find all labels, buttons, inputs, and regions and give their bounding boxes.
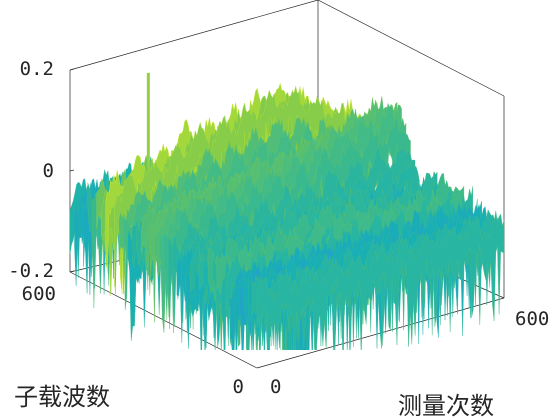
y-axis-label: 子载波数 — [14, 383, 110, 411]
surface-mesh — [69, 72, 505, 350]
z-tick-mark — [69, 169, 75, 172]
x-tick-label-min: 0 — [270, 376, 281, 398]
z-tick-label-bottom: -0.2 — [8, 260, 54, 282]
tick-marks — [69, 68, 75, 273]
y-tick-label-max: 600 — [22, 283, 56, 305]
back-top-left-edge — [69, 0, 319, 71]
z-tick-mark — [69, 68, 75, 71]
z-tick-mark — [69, 270, 75, 273]
surface-strip — [256, 210, 505, 350]
x-tick-label-max: 600 — [515, 308, 549, 330]
z-tick-label-top: 0.2 — [20, 58, 54, 80]
back-top-right-edge — [317, 0, 505, 97]
z-tick-label-middle: 0 — [43, 160, 54, 182]
x-axis-label: 测量次数 — [398, 392, 494, 420]
y-tick-label-min: 0 — [233, 376, 244, 398]
